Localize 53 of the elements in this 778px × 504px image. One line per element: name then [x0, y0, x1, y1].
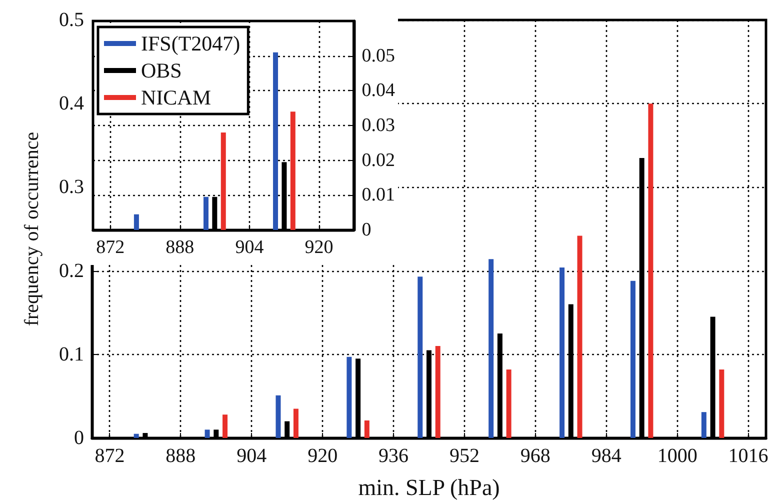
x-tick-label: 888 [166, 237, 194, 258]
bar [293, 408, 298, 438]
y-tick-label: 0.4 [59, 92, 84, 115]
legend-label: NICAM [141, 86, 212, 110]
x-tick-label: 872 [96, 237, 125, 258]
x-tick-label: 952 [449, 445, 480, 467]
y-tick-label: 0.3 [59, 176, 84, 198]
x-tick-label: 920 [308, 445, 338, 467]
bar [701, 412, 706, 438]
bar [506, 369, 512, 438]
bar [560, 267, 565, 438]
y-tick-label: 0.03 [362, 115, 395, 136]
x-tick-label: 888 [166, 445, 196, 467]
bar [488, 259, 494, 438]
bar [276, 395, 281, 438]
bar [134, 214, 139, 230]
x-tick-label: 1000 [657, 445, 698, 467]
y-tick-label: 0.05 [362, 45, 395, 66]
bar [346, 356, 352, 438]
bar [222, 414, 228, 438]
x-tick-label: 872 [94, 445, 125, 467]
y-tick-label: 0.01 [362, 184, 395, 206]
bar [648, 104, 654, 438]
x-tick-label: 1016 [728, 445, 768, 467]
x-tick-label: 904 [235, 237, 264, 258]
bar [220, 132, 226, 230]
y-tick-label: 0 [74, 427, 84, 449]
x-tick-label: 968 [520, 445, 550, 467]
y-tick-label: 0.02 [362, 150, 395, 171]
y-tick-label: 0.1 [59, 343, 84, 366]
y-tick-label: 0.04 [362, 80, 396, 102]
bar [134, 434, 139, 438]
x-tick-label: 936 [378, 445, 409, 467]
x-axis-title: min. SLP (hPa) [358, 475, 500, 500]
bar [204, 430, 210, 438]
x-tick-label: 920 [304, 237, 334, 258]
y-axis-title: frequency of occurrence [21, 132, 43, 326]
bar [719, 369, 724, 438]
y-tick-label: 0 [362, 220, 372, 240]
bar [273, 52, 278, 230]
bar [290, 112, 296, 230]
bar [203, 196, 208, 230]
bar [630, 280, 636, 438]
bar [577, 236, 582, 438]
y-tick-label: 0.2 [59, 260, 84, 282]
y-tick-label: 0.5 [59, 9, 84, 31]
x-tick-label: 904 [236, 445, 267, 467]
bar [435, 346, 440, 438]
bar [364, 420, 370, 438]
legend-label: OBS [141, 58, 182, 82]
x-tick-label: 984 [591, 445, 622, 467]
legend-label: IFS(T2047) [141, 32, 240, 56]
bar [418, 276, 423, 438]
